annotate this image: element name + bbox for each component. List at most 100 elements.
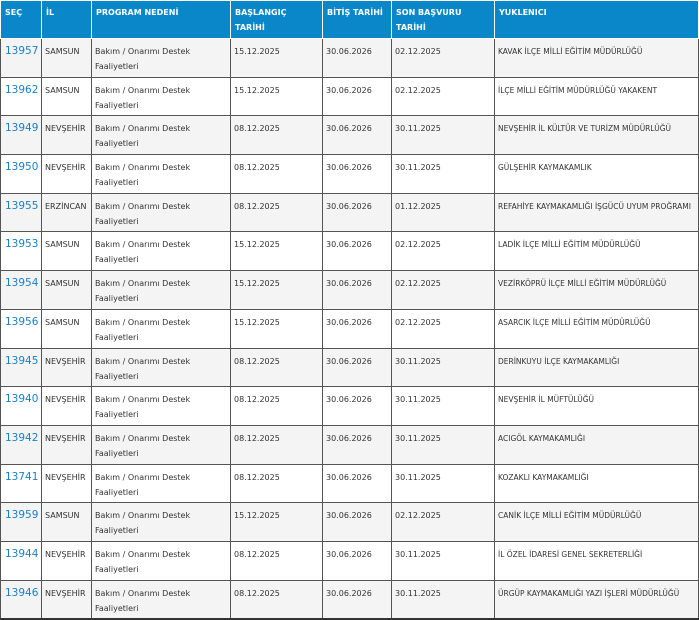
row-id-link[interactable]: 13953 — [0, 231, 42, 272]
end-date-cell: 30.06.2026 — [322, 76, 392, 117]
table-row: 13946 NEVŞEHİR Bakım / Onarımı Destek Faal… — [0, 579, 699, 620]
il-cell: SAMSUN — [41, 231, 92, 272]
program-cell: Bakım / Onarımı Destek Faaliyetleri — [91, 270, 231, 310]
il-cell: NEVŞEHİR — [41, 154, 92, 194]
contractor-cell: LADİK İLÇE MİLLİ EĞİTİM MÜDÜRLÜĞÜ — [494, 231, 699, 272]
row-id-link[interactable]: 13949 — [0, 115, 42, 156]
il-cell: SAMSUN — [41, 502, 92, 542]
program-cell: Bakım / Onarımı Destek Faaliyetleri — [91, 38, 231, 78]
start-date-cell: 15.12.2025 — [230, 76, 323, 117]
contractor-cell: NEVŞEHİR İL MÜFTÜLÜĞÜ — [494, 386, 699, 426]
il-cell: SAMSUN — [41, 270, 92, 310]
header-program: PROGRAM NEDENİ — [91, 0, 231, 39]
start-date-cell: 15.12.2025 — [230, 270, 323, 310]
end-date-cell: 30.06.2026 — [322, 386, 392, 426]
deadline-cell: 30.11.2025 — [391, 463, 495, 504]
il-cell: NEVŞEHİR — [41, 463, 92, 504]
row-id-link[interactable]: 13957 — [0, 38, 42, 78]
il-cell: SAMSUN — [41, 308, 92, 349]
deadline-cell: 30.11.2025 — [391, 386, 495, 426]
end-date-cell: 30.06.2026 — [322, 424, 392, 465]
program-cell: Bakım / Onarımı Destek Faaliyetleri — [91, 192, 231, 233]
program-cell: Bakım / Onarımı Destek Faaliyetleri — [91, 347, 231, 388]
deadline-cell: 30.11.2025 — [391, 540, 495, 581]
program-cell: Bakım / Onarımı Destek Faaliyetleri — [91, 76, 231, 117]
deadline-cell: 02.12.2025 — [391, 76, 495, 117]
start-date-cell: 08.12.2025 — [230, 154, 323, 194]
contractor-cell: İL ÖZEL İDARESİ GENEL SEKRETERLİĞİ — [494, 540, 699, 581]
contractor-cell: KOZAKLI KAYMAKAMLIĞI — [494, 463, 699, 504]
start-date-cell: 08.12.2025 — [230, 540, 323, 581]
header-yuklenici: YUKLENICI — [494, 0, 699, 39]
deadline-cell: 02.12.2025 — [391, 231, 495, 272]
il-cell: ERZİNCAN — [41, 192, 92, 233]
contractor-cell: KAVAK İLÇE MİLLİ EĞİTİM MÜDÜRLÜĞÜ — [494, 38, 699, 78]
table-row: 13949 NEVŞEHİR Bakım / Onarımı Destek Faal… — [0, 115, 699, 156]
row-id-link[interactable]: 13940 — [0, 386, 42, 426]
table-row: 13741 NEVŞEHİR Bakım / Onarımı Destek Faal… — [0, 463, 699, 504]
end-date-cell: 30.06.2026 — [322, 231, 392, 272]
start-date-cell: 15.12.2025 — [230, 308, 323, 349]
deadline-cell: 30.11.2025 — [391, 579, 495, 620]
row-id-link[interactable]: 13944 — [0, 540, 42, 581]
il-cell: NEVŞEHİR — [41, 540, 92, 581]
table-row: 13956 SAMSUN Bakım / Onarımı Destek Faaliy… — [0, 308, 699, 349]
program-cell: Bakım / Onarımı Destek Faaliyetleri — [91, 231, 231, 272]
header-sec: SEÇ — [0, 0, 42, 39]
contractor-cell: CANİK İLÇE MİLLİ EĞİTİM MÜDÜRLÜĞÜ — [494, 502, 699, 542]
deadline-cell: 02.12.2025 — [391, 38, 495, 78]
table-row: 13955 ERZİNCAN Bakım / Onarımı Destek Faal… — [0, 192, 699, 233]
table-row: 13942 NEVŞEHİR Bakım / Onarımı Destek Faal… — [0, 424, 699, 465]
row-id-link[interactable]: 13955 — [0, 192, 42, 233]
start-date-cell: 08.12.2025 — [230, 115, 323, 156]
contractor-cell: GÜLŞEHİR KAYMAKAMLIK — [494, 154, 699, 194]
table-row: 13940 NEVŞEHİR Bakım / Onarımı Destek Faal… — [0, 386, 699, 426]
row-id-link[interactable]: 13962 — [0, 76, 42, 117]
deadline-cell: 02.12.2025 — [391, 270, 495, 310]
program-cell: Bakım / Onarımı Destek Faaliyetleri — [91, 579, 231, 620]
il-cell: NEVŞEHİR — [41, 115, 92, 156]
end-date-cell: 30.06.2026 — [322, 154, 392, 194]
table-row: 13953 SAMSUN Bakım / Onarımı Destek Faaliy… — [0, 231, 699, 272]
end-date-cell: 30.06.2026 — [322, 347, 392, 388]
end-date-cell: 30.06.2026 — [322, 308, 392, 349]
contractor-cell: NEVŞEHİR İL KÜLTÜR VE TURİZM MÜDÜRLÜĞÜ — [494, 115, 699, 156]
start-date-cell: 08.12.2025 — [230, 579, 323, 620]
table-row: 13944 NEVŞEHİR Bakım / Onarımı Destek Faal… — [0, 540, 699, 581]
contractor-cell: ASARCIK İLÇE MİLLİ EĞİTİM MÜDÜRLÜĞÜ — [494, 308, 699, 349]
end-date-cell: 30.06.2026 — [322, 540, 392, 581]
deadline-cell: 02.12.2025 — [391, 502, 495, 542]
row-id-link[interactable]: 13956 — [0, 308, 42, 349]
table-header-row: SEÇ İL PROGRAM NEDENİ BAŞLANGIÇ TARİHİ B… — [0, 0, 699, 39]
start-date-cell: 08.12.2025 — [230, 424, 323, 465]
deadline-cell: 30.11.2025 — [391, 115, 495, 156]
row-id-link[interactable]: 13741 — [0, 463, 42, 504]
row-id-link[interactable]: 13950 — [0, 154, 42, 194]
program-cell: Bakım / Onarımı Destek Faaliyetleri — [91, 386, 231, 426]
contractor-cell: ÜRGÜP KAYMAKAMLIĞI YAZI İŞLERİ MÜDÜRLÜĞÜ — [494, 579, 699, 620]
start-date-cell: 08.12.2025 — [230, 192, 323, 233]
table-row: 13957 SAMSUN Bakım / Onarımı Destek Faaliy… — [0, 38, 699, 78]
end-date-cell: 30.06.2026 — [322, 192, 392, 233]
header-baslangic: BAŞLANGIÇ TARİHİ — [230, 0, 323, 39]
end-date-cell: 30.06.2026 — [322, 579, 392, 620]
contractor-cell: REFAHİYE KAYMAKAMLIĞI İŞGÜCÜ UYUM PROĞRA… — [494, 192, 699, 233]
il-cell: NEVŞEHİR — [41, 386, 92, 426]
il-cell: SAMSUN — [41, 38, 92, 78]
start-date-cell: 08.12.2025 — [230, 347, 323, 388]
row-id-link[interactable]: 13959 — [0, 502, 42, 542]
deadline-cell: 02.12.2025 — [391, 308, 495, 349]
row-id-link[interactable]: 13954 — [0, 270, 42, 310]
row-id-link[interactable]: 13942 — [0, 424, 42, 465]
row-id-link[interactable]: 13945 — [0, 347, 42, 388]
contractor-cell: ACIGÖL KAYMAKAMLIĞI — [494, 424, 699, 465]
row-id-link[interactable]: 13946 — [0, 579, 42, 620]
start-date-cell: 08.12.2025 — [230, 386, 323, 426]
deadline-cell: 01.12.2025 — [391, 192, 495, 233]
contractor-cell: DERİNKUYU İLÇE KAYMAKAMLIĞI — [494, 347, 699, 388]
deadline-cell: 30.11.2025 — [391, 347, 495, 388]
table-row: 13950 NEVŞEHİR Bakım / Onarımı Destek Faal… — [0, 154, 699, 194]
deadline-cell: 30.11.2025 — [391, 154, 495, 194]
header-il: İL — [41, 0, 92, 39]
